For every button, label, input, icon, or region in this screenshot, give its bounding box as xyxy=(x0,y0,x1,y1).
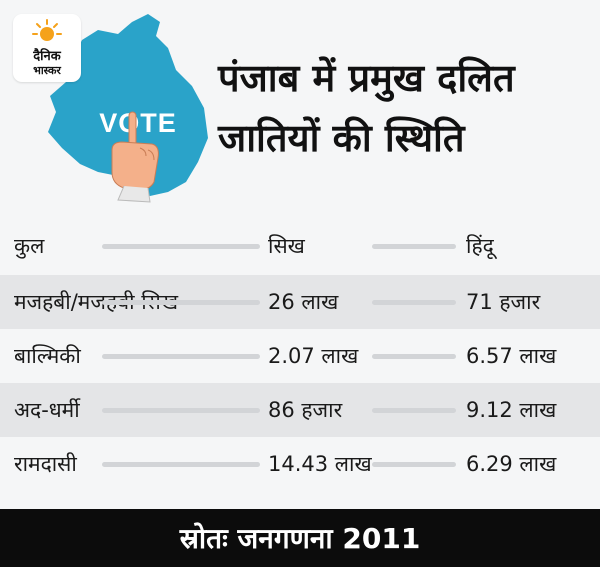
divider-line xyxy=(102,462,260,467)
hindu-value: 6.29 लाख xyxy=(466,452,557,476)
header-hindu: हिंदू xyxy=(466,233,494,258)
logo-line-2: भास्कर xyxy=(33,64,61,77)
dainik-bhaskar-logo: दैनिक भास्कर xyxy=(13,14,81,82)
divider-line xyxy=(102,243,260,249)
divider-line xyxy=(372,300,456,305)
logo-line-1: दैनिक xyxy=(33,49,61,64)
divider-line xyxy=(372,243,456,249)
divider-line xyxy=(372,408,456,413)
table-header-row: कुल सिख हिंदू xyxy=(0,216,600,275)
divider-line xyxy=(102,354,260,359)
header-sikh: सिख xyxy=(268,233,305,258)
divider-line xyxy=(372,354,456,359)
header: VOTE दैनिक भास्कर xyxy=(0,0,600,215)
hindu-value: 9.12 लाख xyxy=(466,398,557,422)
divider-line xyxy=(102,300,260,305)
caste-table: कुल सिख हिंदू मजहबी/मजहबी सिख 26 लाख 71 … xyxy=(0,216,600,491)
hindu-value: 6.57 लाख xyxy=(466,344,557,368)
pointing-hand-icon xyxy=(111,111,159,203)
table-row: अद-धर्मी 86 हजार 9.12 लाख xyxy=(0,383,600,437)
table-row: रामदासी 14.43 लाख 6.29 लाख xyxy=(0,437,600,491)
sun-icon xyxy=(32,19,62,41)
caste-name: रामदासी xyxy=(14,452,77,476)
punjab-map-icon: VOTE xyxy=(48,14,208,203)
sikh-value: 14.43 लाख xyxy=(268,452,372,476)
sikh-value: 2.07 लाख xyxy=(268,344,359,368)
vote-label: VOTE xyxy=(99,108,177,138)
sikh-value: 26 लाख xyxy=(268,290,339,314)
divider-line xyxy=(102,408,260,413)
hindu-value: 71 हजार xyxy=(466,290,541,314)
table-row: बाल्मिकी 2.07 लाख 6.57 लाख xyxy=(0,329,600,383)
source-footer: स्रोतः जनगणना 2011 xyxy=(0,509,600,567)
page-title: पंजाब में प्रमुख दलित जातियों की स्थिति xyxy=(218,56,515,160)
source-text: स्रोतः जनगणना 2011 xyxy=(179,522,421,555)
caste-name: अद-धर्मी xyxy=(14,398,80,422)
caste-name: बाल्मिकी xyxy=(14,344,81,368)
table-row: मजहबी/मजहबी सिख 26 लाख 71 हजार xyxy=(0,275,600,329)
divider-line xyxy=(372,462,456,467)
sikh-value: 86 हजार xyxy=(268,398,343,422)
header-total: कुल xyxy=(14,233,45,258)
